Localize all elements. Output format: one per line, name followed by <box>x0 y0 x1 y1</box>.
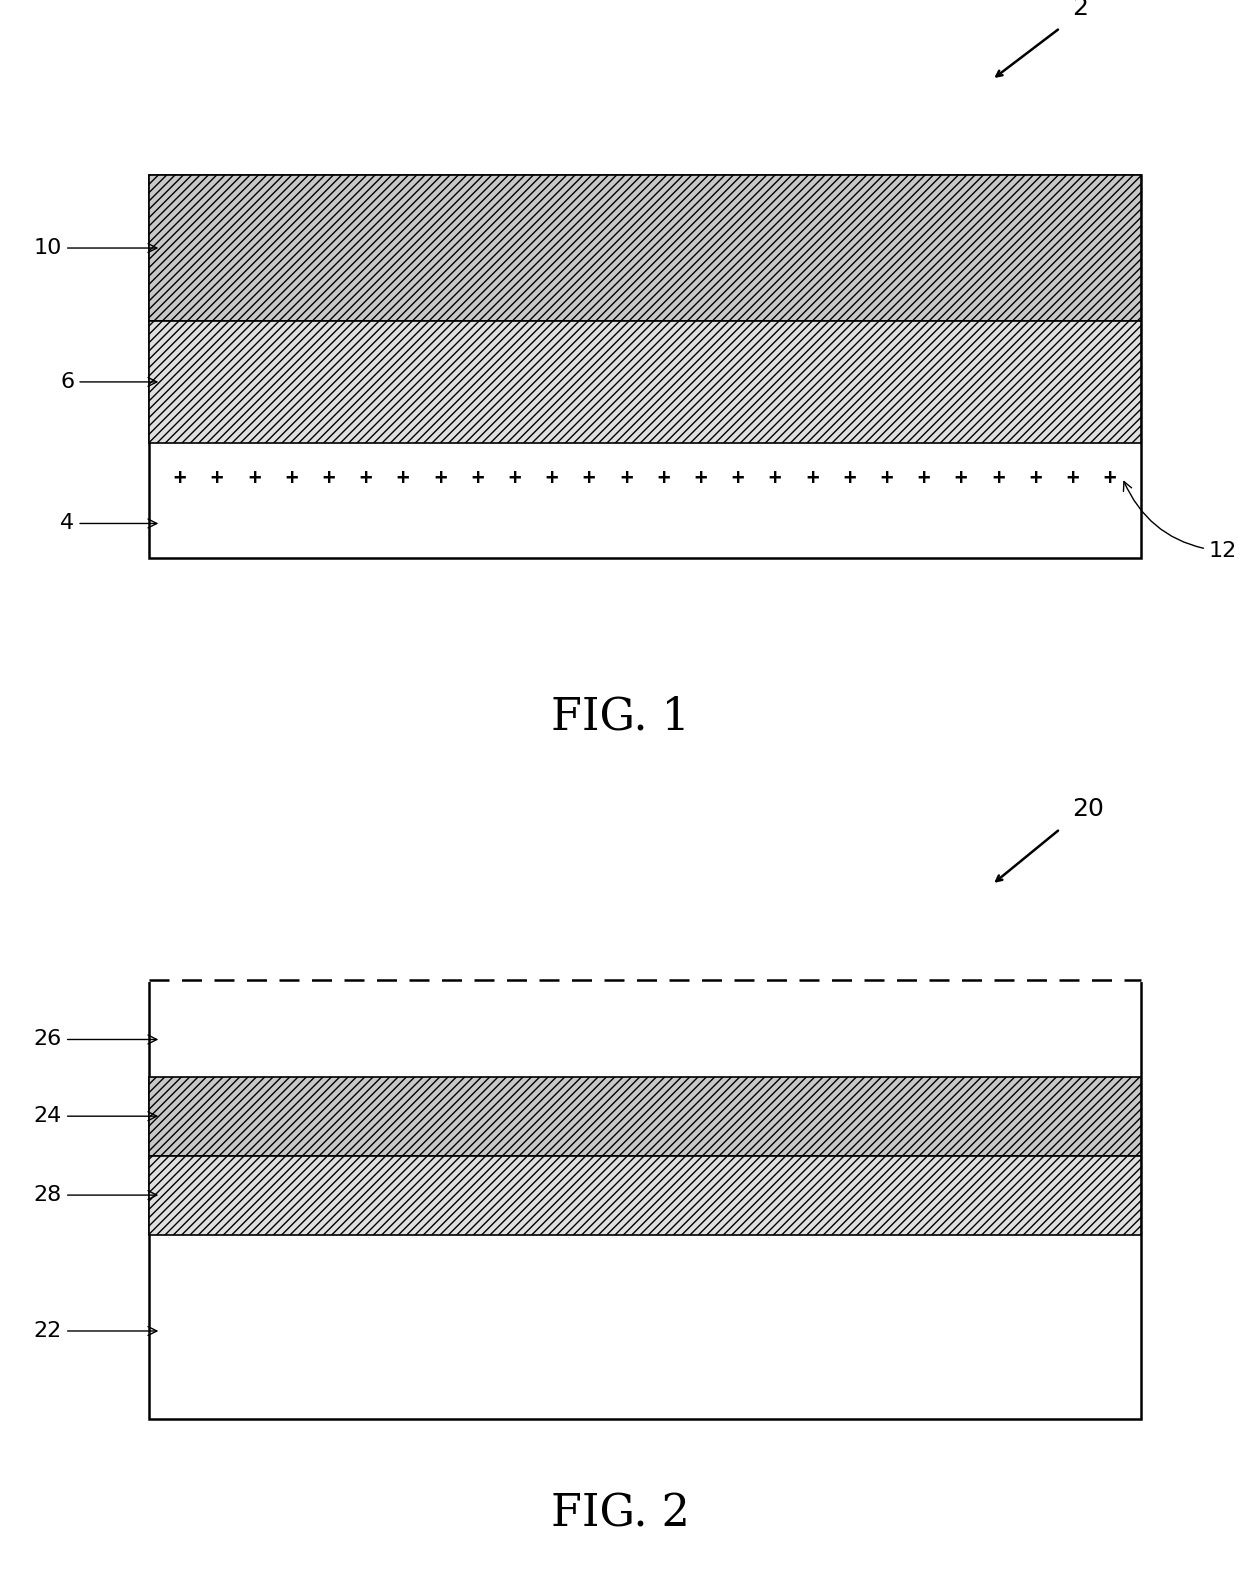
Bar <box>149 1078 1141 1156</box>
Text: +: + <box>471 467 484 488</box>
Text: 26: 26 <box>33 1030 157 1049</box>
Text: 2: 2 <box>1073 0 1089 21</box>
Text: +: + <box>732 467 744 488</box>
Text: 22: 22 <box>33 1321 157 1341</box>
Text: +: + <box>1029 467 1042 488</box>
Text: +: + <box>434 467 446 488</box>
Text: 6: 6 <box>61 371 157 392</box>
Text: 10: 10 <box>33 238 157 258</box>
Text: +: + <box>880 467 893 488</box>
Text: 20: 20 <box>1073 797 1105 821</box>
Text: +: + <box>843 467 856 488</box>
Text: +: + <box>583 467 595 488</box>
Text: 12: 12 <box>1123 481 1238 561</box>
Bar <box>149 980 1141 1419</box>
Text: FIG. 1: FIG. 1 <box>551 695 689 740</box>
Text: +: + <box>211 467 223 488</box>
Text: +: + <box>992 467 1004 488</box>
Text: +: + <box>248 467 260 488</box>
Text: +: + <box>694 467 707 488</box>
Text: +: + <box>657 467 670 488</box>
Text: 24: 24 <box>33 1106 157 1127</box>
Bar <box>149 175 1141 320</box>
Text: +: + <box>285 467 298 488</box>
Text: +: + <box>918 467 930 488</box>
Text: +: + <box>546 467 558 488</box>
Text: +: + <box>360 467 372 488</box>
Text: +: + <box>769 467 781 488</box>
Text: +: + <box>955 467 967 488</box>
Bar <box>149 320 1141 443</box>
Text: +: + <box>1104 467 1116 488</box>
Bar <box>149 175 1141 558</box>
Text: +: + <box>620 467 632 488</box>
Text: FIG. 2: FIG. 2 <box>551 1492 689 1537</box>
Text: +: + <box>174 467 186 488</box>
Bar <box>149 1156 1141 1234</box>
Text: +: + <box>508 467 521 488</box>
Text: +: + <box>806 467 818 488</box>
Text: 28: 28 <box>33 1184 157 1205</box>
Text: +: + <box>322 467 335 488</box>
Text: 4: 4 <box>61 513 157 534</box>
Text: +: + <box>1066 467 1079 488</box>
Text: +: + <box>397 467 409 488</box>
